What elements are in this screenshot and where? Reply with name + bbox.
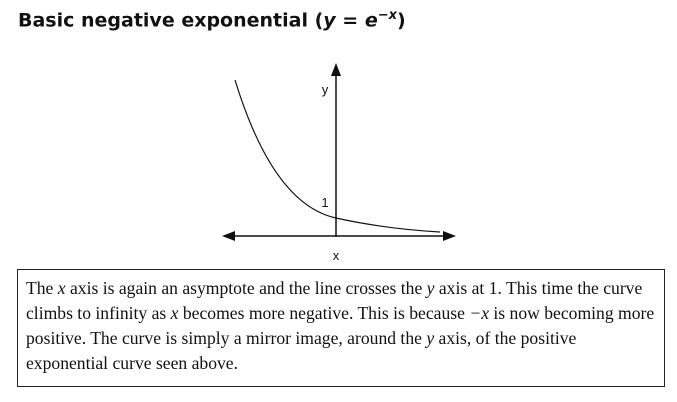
text: The [26,278,58,298]
text: becomes more negative. This is because [178,303,470,323]
text: is now becoming more positive. The curve… [26,303,655,348]
heading: Basic negative exponential (y = e−x) [18,8,406,31]
italic-text: y [426,278,435,298]
curve [234,79,441,233]
heading-base: e [364,9,378,32]
italic-text: y [426,328,435,348]
heading-var: y [323,9,336,32]
italic-text: −x [469,303,490,323]
italic-text: x [170,303,179,323]
text: axis, of the positive exponential curve … [26,328,577,373]
text-box: The x axis is again an asymptote and the… [17,269,665,387]
text: axis is again an asymptote and the line … [65,278,427,298]
text: axis at 1. This time the curve climbs to… [26,278,643,323]
italic-text: x [57,278,66,298]
y-axis-label: y [322,82,329,97]
heading-text: = [335,9,365,32]
arrow-head [331,63,341,76]
arrow-head [222,231,235,241]
intercept-label: 1 [321,195,328,210]
arrow-head [443,231,456,241]
heading-text: ) [397,9,406,32]
heading-text: Basic negative exponential ( [18,9,324,32]
heading-exponent: −x [377,8,397,23]
x-axis-label: x [333,248,340,263]
